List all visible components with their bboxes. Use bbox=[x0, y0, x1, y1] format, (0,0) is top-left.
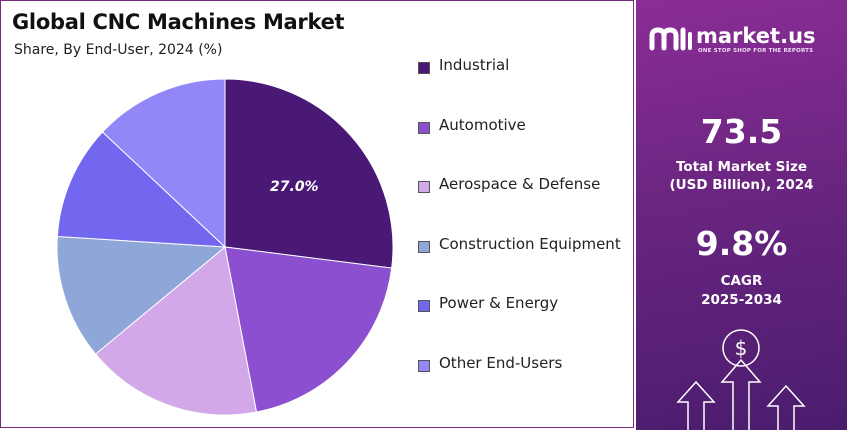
growth-arrows-icon: $ bbox=[676, 329, 806, 430]
cagr-value: 9.8% bbox=[695, 224, 788, 263]
pie-data-label: 27.0% bbox=[270, 179, 319, 195]
legend-swatch bbox=[418, 181, 430, 193]
chart-title: Global CNC Machines Market bbox=[12, 10, 345, 34]
pie-slice-power-energy bbox=[56, 131, 227, 248]
brand-name: market.us bbox=[696, 24, 816, 48]
cagr-label-line2: 2025-2034 bbox=[701, 292, 782, 308]
market-size-label-line1: Total Market Size bbox=[675, 159, 808, 175]
svg-text:$: $ bbox=[735, 336, 748, 360]
pie-slice-aerospace-defense bbox=[94, 246, 258, 416]
brand-tagline: ONE STOP SHOP FOR THE REPORTS bbox=[698, 48, 814, 54]
brand-logo-icon bbox=[649, 27, 692, 51]
market-size-value: 73.5 bbox=[700, 112, 783, 151]
legend-label: Automotive bbox=[439, 115, 526, 134]
pie-slice-other-end-users bbox=[101, 78, 226, 249]
legend-label: Aerospace & Defense bbox=[439, 175, 601, 193]
legend-label: Construction Equipment bbox=[439, 234, 621, 253]
arrow-up-icon bbox=[720, 358, 762, 430]
legend-swatch bbox=[418, 121, 430, 134]
chart-frame bbox=[0, 0, 634, 428]
arrow-up-icon bbox=[766, 384, 806, 430]
legend-swatch bbox=[418, 359, 430, 372]
summary-panel: market.us ONE STOP SHOP FOR THE REPORTS … bbox=[636, 0, 847, 430]
legend-swatch bbox=[418, 240, 430, 253]
pie-slice-construction-equipment bbox=[56, 235, 227, 355]
legend-swatch bbox=[418, 300, 430, 312]
market-size-label-line2: (USD Billion), 2024 bbox=[669, 177, 814, 193]
legend-swatch bbox=[418, 62, 430, 74]
pie-slice-automotive bbox=[224, 246, 393, 413]
chart-subtitle: Share, By End-User, 2024 (%) bbox=[14, 42, 223, 58]
legend-label: Power & Energy bbox=[439, 294, 559, 312]
legend-label: Industrial bbox=[439, 56, 510, 74]
pie-chart: 27.0% bbox=[56, 78, 394, 416]
cagr-label-line1: CAGR bbox=[720, 273, 763, 289]
arrow-up-icon bbox=[676, 380, 716, 430]
pie-slice-industrial bbox=[224, 78, 394, 269]
brand-logo: market.us ONE STOP SHOP FOR THE REPORTS bbox=[648, 24, 838, 64]
legend-label: Other End-Users bbox=[439, 353, 563, 372]
dollar-coin-icon bbox=[722, 329, 760, 367]
